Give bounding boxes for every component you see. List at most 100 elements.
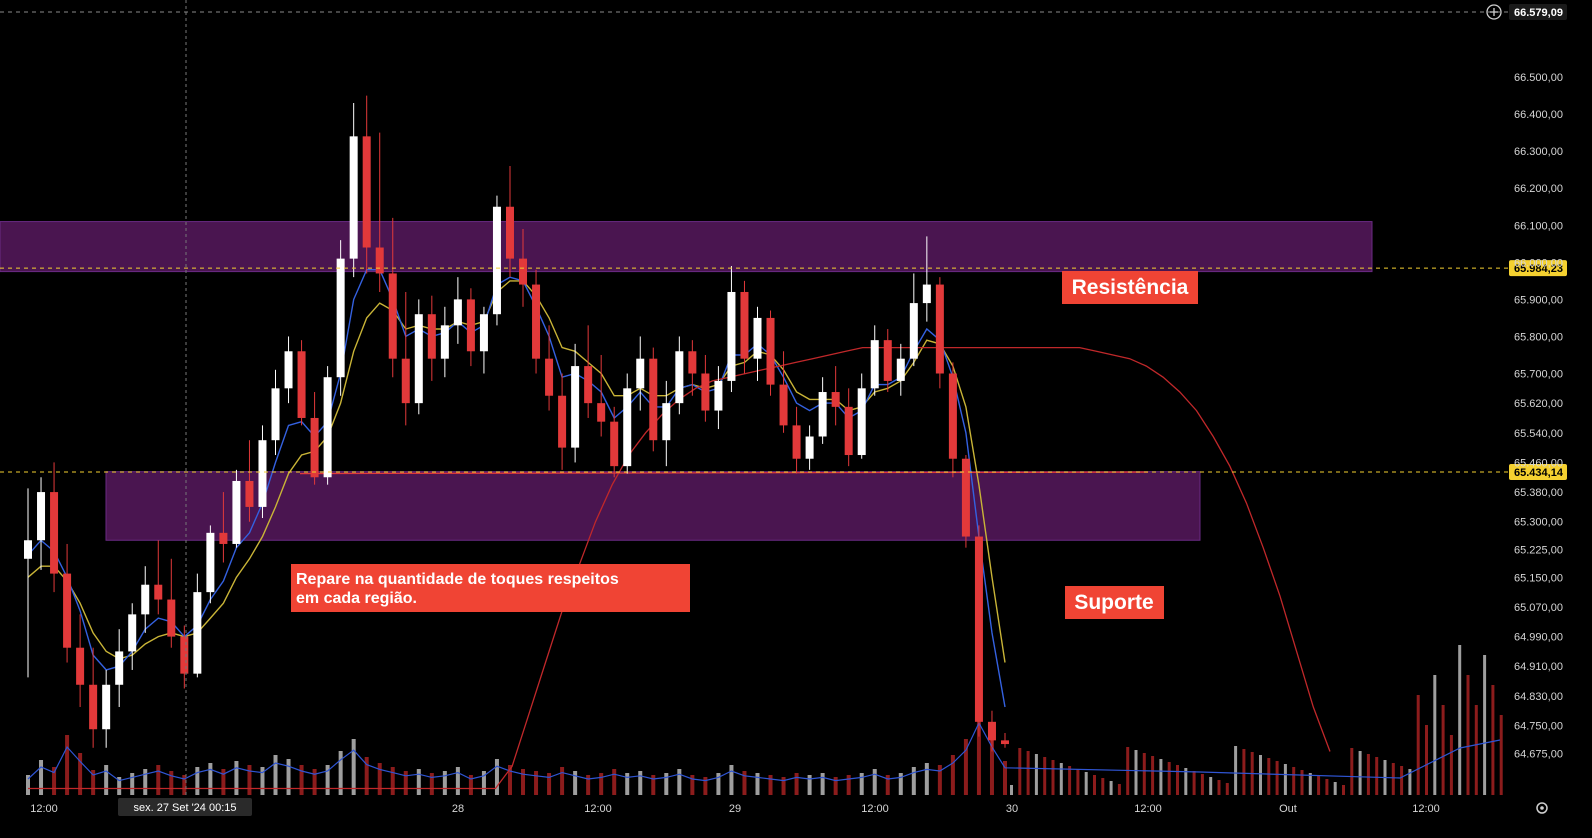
volume-bar	[1425, 725, 1428, 795]
volume-bar	[1466, 675, 1470, 795]
volume-bar	[924, 763, 929, 795]
volume-bar	[1300, 770, 1304, 795]
volume-bar	[1491, 685, 1495, 795]
y-tick-label: 64.675,00	[1514, 748, 1563, 760]
volume-bar	[130, 773, 135, 795]
candle-body	[636, 358, 645, 389]
note-label-line: Repare na quantidade de toques respeitos	[296, 571, 619, 588]
x-tick-label: 29	[729, 803, 741, 815]
volume-bar	[742, 771, 747, 795]
candle-body	[76, 647, 85, 685]
x-tick-label: 30	[1006, 803, 1018, 815]
candle-body	[401, 358, 410, 404]
volume-bar	[52, 767, 57, 795]
volume-bar	[338, 751, 343, 795]
price-label: 66.579,09	[1514, 7, 1563, 19]
candle-body	[922, 284, 931, 304]
x-tick-label: 12:00	[584, 803, 612, 815]
volume-ma-line	[27, 721, 1501, 782]
volume-bar	[247, 765, 252, 795]
volume-bar	[963, 739, 968, 795]
volume-bar	[1101, 778, 1105, 795]
candle-body	[987, 721, 996, 741]
candle-body	[440, 325, 449, 359]
plus-icon[interactable]	[1486, 4, 1502, 20]
settings-gear-icon[interactable]	[1536, 802, 1548, 814]
volume-bar	[1400, 766, 1404, 795]
candle-body	[193, 592, 202, 674]
volume-bar	[481, 771, 486, 795]
volume-bar	[1342, 785, 1345, 795]
volume-bar	[182, 775, 187, 795]
candle-body	[427, 314, 436, 359]
candle-body	[753, 317, 762, 359]
y-tick-label: 66.100,00	[1514, 220, 1563, 232]
candle-body	[505, 206, 514, 259]
volume-bar	[1192, 771, 1196, 795]
volume-bar	[1034, 754, 1038, 795]
volume-bar	[169, 771, 174, 795]
volume-bar	[1242, 749, 1246, 795]
candle-body	[597, 403, 606, 422]
y-tick-label: 66.000,00	[1514, 257, 1563, 269]
resistance-zone	[0, 221, 1373, 273]
volume-bar	[794, 773, 799, 795]
volume-bar	[1093, 775, 1096, 795]
volume-bar	[403, 771, 408, 795]
candle-body	[258, 440, 267, 507]
volume-bar	[612, 769, 617, 795]
x-tick-label: 28	[452, 803, 464, 815]
volume-bar	[364, 757, 369, 795]
candle-body	[935, 284, 944, 374]
volume-bar	[39, 760, 44, 795]
y-tick-label: 66.200,00	[1514, 183, 1563, 195]
candle-body	[740, 291, 749, 359]
volume-bar	[1325, 779, 1329, 795]
candle-body	[180, 636, 189, 674]
volume-bar	[547, 773, 552, 795]
candle-body	[245, 480, 254, 507]
volume-bar	[1200, 774, 1204, 795]
volume-bar	[690, 775, 695, 795]
volume-bar	[1366, 754, 1370, 795]
candle-body	[362, 136, 371, 248]
volume-bar	[1458, 645, 1462, 795]
volume-bar	[1483, 655, 1487, 795]
y-tick-label: 65.900,00	[1514, 294, 1563, 306]
candle-body	[558, 395, 567, 448]
plus-icon-glyph	[1490, 8, 1498, 16]
note-label-line: em cada região.	[296, 590, 417, 607]
candle-body	[37, 492, 46, 541]
resistance-label: Resistência	[1072, 276, 1189, 299]
price-label: 65.984,23	[1514, 263, 1563, 275]
volume-bar	[390, 767, 395, 795]
volume-bar	[976, 705, 981, 795]
volume-bar	[1433, 675, 1437, 795]
candle-body	[701, 373, 710, 411]
volume-bar	[1109, 781, 1113, 795]
y-tick-label: 65.150,00	[1514, 572, 1563, 584]
volume-bar	[1134, 750, 1138, 795]
settings-gear-icon-core	[1540, 806, 1544, 810]
volume-bar	[1051, 760, 1055, 795]
volume-bar	[78, 753, 83, 795]
candle-body	[154, 584, 163, 600]
note-label-bg	[291, 564, 690, 612]
volume-bar	[1142, 753, 1146, 795]
y-tick-label: 65.225,00	[1514, 545, 1563, 557]
volume-bar	[468, 775, 473, 795]
volume-bar	[898, 773, 903, 795]
y-tick-label: 65.700,00	[1514, 369, 1563, 381]
candle-body	[896, 358, 905, 381]
candle-body	[271, 388, 280, 441]
candle-body	[388, 273, 397, 359]
volume-bar	[143, 769, 148, 795]
y-tick-label: 65.300,00	[1514, 517, 1563, 529]
volume-bar	[1449, 735, 1453, 795]
volume-bar	[729, 765, 734, 795]
volume-bar	[91, 770, 96, 795]
volume-bar	[703, 777, 708, 795]
volume-bar	[1159, 759, 1163, 795]
